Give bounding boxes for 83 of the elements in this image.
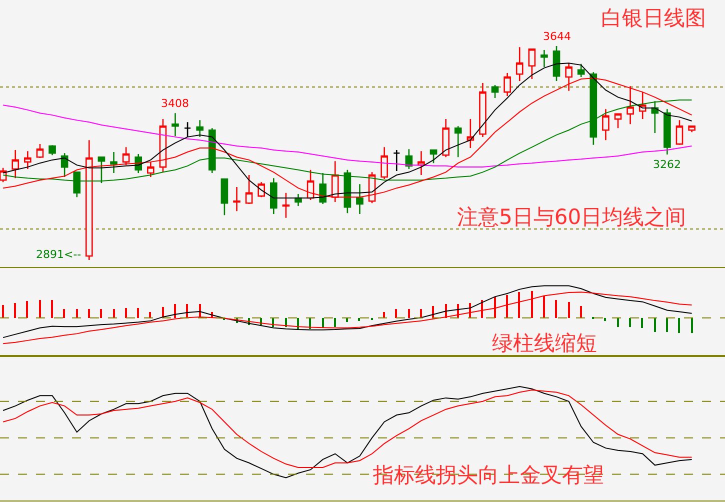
bar [137,308,139,318]
candlestick [36,143,44,159]
bar [691,318,693,334]
bar [395,309,397,318]
candlestick [24,150,32,170]
candlestick [614,113,622,129]
bar [383,312,385,318]
bar [543,296,545,318]
candlestick [12,149,20,179]
candlestick [146,161,154,178]
annotation: 注意5日与60日均线之间 [457,205,686,229]
bar [641,318,643,328]
candlestick [48,144,56,156]
candlestick [479,82,486,138]
candlestick [504,72,511,97]
candlestick [282,192,290,219]
candlestick [664,108,671,156]
candlestick [552,45,560,82]
candlestick [688,126,696,133]
annotation: 2891<-- [36,248,82,261]
annotation: 白银日线图 [601,6,706,30]
bar [506,295,508,318]
candlestick [184,122,192,138]
bar [617,318,619,328]
candlestick [380,146,388,180]
candlestick [122,146,130,166]
bar [334,318,336,328]
candlestick [602,108,610,141]
annotation: 3644 [543,30,571,43]
candlestick [540,49,548,68]
bar [408,309,410,318]
annotation: 绿柱线缩短 [492,331,597,355]
candlestick [676,120,684,146]
bar [568,302,570,318]
bar [113,309,115,318]
candlestick [196,120,204,138]
candlestick [430,149,438,164]
candlestick [491,84,499,99]
bar [76,309,78,318]
candlestick [270,177,278,215]
candlestick [233,186,240,212]
bar [654,318,656,332]
bar [51,300,53,318]
candlestick [110,151,118,174]
bar [678,318,680,334]
candlestick [356,183,364,215]
bar [358,318,360,322]
annotation: 3262 [653,158,681,171]
candlestick [220,178,228,216]
bar [322,318,324,328]
bar [149,312,151,318]
bar [494,297,496,318]
bar [88,309,90,318]
bar [666,318,668,332]
bar [629,318,631,328]
candlestick [392,149,400,172]
candlestick [172,112,179,137]
bar [555,300,557,318]
candlestick [454,126,462,158]
bar [174,304,176,318]
bar [26,301,28,318]
annotation: 3408 [161,97,189,110]
candlestick [528,48,536,80]
bar [125,308,127,318]
candlestick [418,150,425,176]
candlestick [638,91,646,120]
bar [39,300,41,318]
candlestick [626,85,634,125]
candlestick [516,46,524,82]
candlestick [577,63,585,78]
candlestick [258,181,266,198]
bar [2,305,4,318]
candlestick [208,127,216,174]
candlestick [245,174,253,205]
bar [14,303,16,318]
candlestick [466,118,474,149]
annotation: 指标线拐头向上金叉有望 [372,463,604,487]
bar [604,318,606,322]
bar [100,309,102,318]
bar [580,306,582,318]
bar [63,309,65,318]
candlestick [442,118,450,158]
bar [297,318,299,330]
